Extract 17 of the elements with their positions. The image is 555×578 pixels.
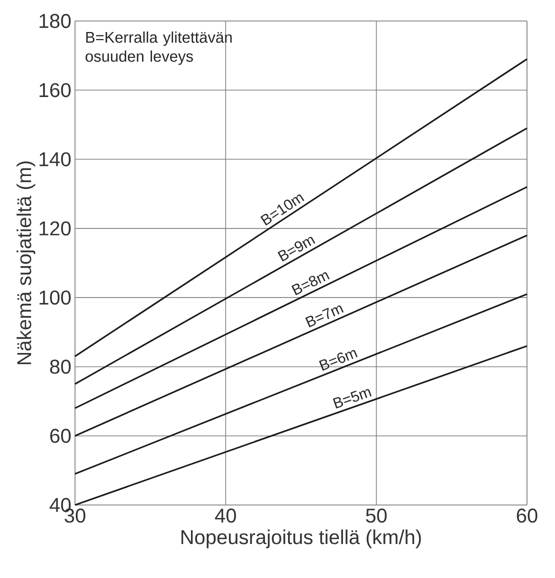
- y-tick-label: 80: [50, 360, 71, 374]
- text: B=5m: [332, 389, 372, 409]
- y-tick-label: 180: [40, 14, 71, 28]
- y-tick-label: 140: [40, 152, 71, 166]
- text: B=9m: [278, 236, 316, 262]
- y-tick-label: 60: [50, 428, 71, 443]
- y-tick-label: 120: [40, 221, 71, 236]
- x-tick-label: 50: [366, 508, 387, 523]
- x-tick-label: 40: [214, 508, 236, 523]
- text: B=7m: [305, 305, 344, 328]
- y-tick-label: 100: [40, 290, 71, 305]
- y-tick-label: 160: [40, 83, 71, 98]
- y-axis-title: Näkemä suojatieltä (m): [16, 161, 36, 364]
- text: B=6m: [319, 350, 358, 371]
- x-tick-label: 60: [516, 508, 538, 523]
- x-axis-title: Nopeusrajoitus tiellä (km/h): [181, 530, 421, 548]
- text: B=8m: [291, 272, 330, 296]
